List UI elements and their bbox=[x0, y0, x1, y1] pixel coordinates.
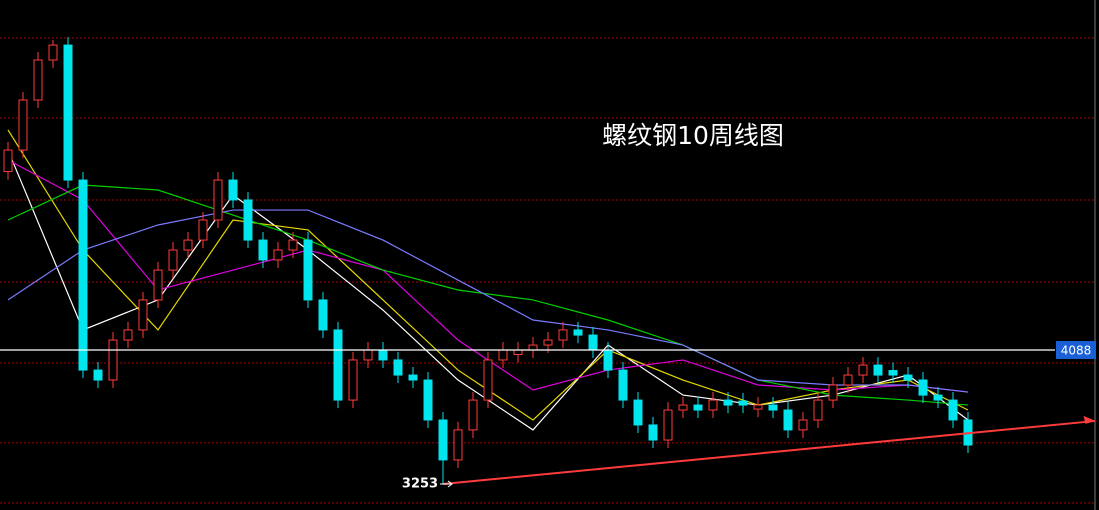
candle-body bbox=[303, 239, 313, 301]
candle-body bbox=[153, 269, 163, 301]
candle-body bbox=[678, 404, 688, 411]
moving-average-line bbox=[7, 184, 969, 406]
candle-body bbox=[513, 349, 523, 355]
candle-body bbox=[378, 349, 388, 361]
candle-body bbox=[318, 299, 328, 331]
candle-body bbox=[573, 329, 583, 336]
candle-body bbox=[258, 239, 268, 261]
candle-body bbox=[588, 334, 598, 351]
candle-body bbox=[438, 419, 448, 461]
candle-body bbox=[18, 99, 28, 151]
candle-body bbox=[198, 219, 208, 241]
candle-body bbox=[528, 344, 538, 351]
candle-body bbox=[168, 249, 178, 271]
candle-body bbox=[768, 404, 778, 411]
candle-body bbox=[33, 59, 43, 101]
candle-body bbox=[633, 399, 643, 426]
candle-body bbox=[273, 249, 283, 261]
candle-body bbox=[948, 399, 958, 421]
candle-body bbox=[933, 394, 943, 401]
candle-body bbox=[243, 199, 253, 241]
candle-body bbox=[843, 374, 853, 386]
candle-body bbox=[348, 359, 358, 401]
candle-body bbox=[828, 384, 838, 401]
candle-body bbox=[138, 299, 148, 331]
candle-body bbox=[798, 419, 808, 431]
trend-line bbox=[442, 419, 1096, 485]
moving-average-line bbox=[7, 159, 969, 393]
candle-body bbox=[468, 399, 478, 431]
candle-body bbox=[3, 149, 13, 173]
candle-body bbox=[123, 329, 133, 341]
low-annotation: 3253 bbox=[402, 477, 438, 492]
candle-body bbox=[48, 44, 58, 61]
candle-body bbox=[858, 364, 868, 376]
candle-body bbox=[453, 429, 463, 461]
candle-body bbox=[183, 239, 193, 251]
low-annotation-arrow bbox=[440, 480, 453, 488]
candle-body bbox=[888, 370, 898, 376]
candle-body bbox=[108, 339, 118, 381]
candle-body bbox=[873, 364, 883, 376]
candle-body bbox=[723, 399, 733, 406]
candle-body bbox=[663, 409, 673, 441]
candle-body bbox=[918, 379, 928, 396]
candle-body bbox=[753, 404, 763, 410]
candle-body bbox=[618, 369, 628, 401]
candle-body bbox=[408, 374, 418, 381]
candle-body bbox=[78, 179, 88, 371]
candle-body bbox=[648, 424, 658, 441]
price-label: 4088 bbox=[1061, 344, 1092, 358]
candle-body bbox=[693, 404, 703, 411]
candle-body bbox=[603, 349, 613, 371]
candle-body bbox=[288, 239, 298, 251]
candle-body bbox=[903, 374, 913, 381]
candle-body bbox=[783, 409, 793, 431]
candle-body bbox=[93, 369, 103, 381]
candle-body bbox=[498, 349, 508, 361]
candle-body bbox=[738, 400, 748, 406]
candle-body bbox=[543, 339, 553, 346]
candle-body bbox=[558, 329, 568, 341]
chart-title: 螺纹钢10周线图 bbox=[602, 121, 784, 150]
moving-average-line bbox=[7, 149, 969, 431]
candle-body bbox=[333, 329, 343, 401]
candle-body bbox=[423, 379, 433, 421]
candle-body bbox=[363, 349, 373, 361]
candle-body bbox=[483, 359, 493, 401]
candle-body bbox=[213, 179, 223, 221]
candle-body bbox=[708, 399, 718, 411]
trend-arrow bbox=[1083, 415, 1096, 424]
candle-body bbox=[393, 359, 403, 376]
candle-body bbox=[228, 179, 238, 201]
moving-average-line bbox=[7, 209, 969, 393]
candle-body bbox=[813, 399, 823, 421]
candle-body bbox=[63, 44, 73, 181]
price-label-box bbox=[1056, 341, 1096, 360]
